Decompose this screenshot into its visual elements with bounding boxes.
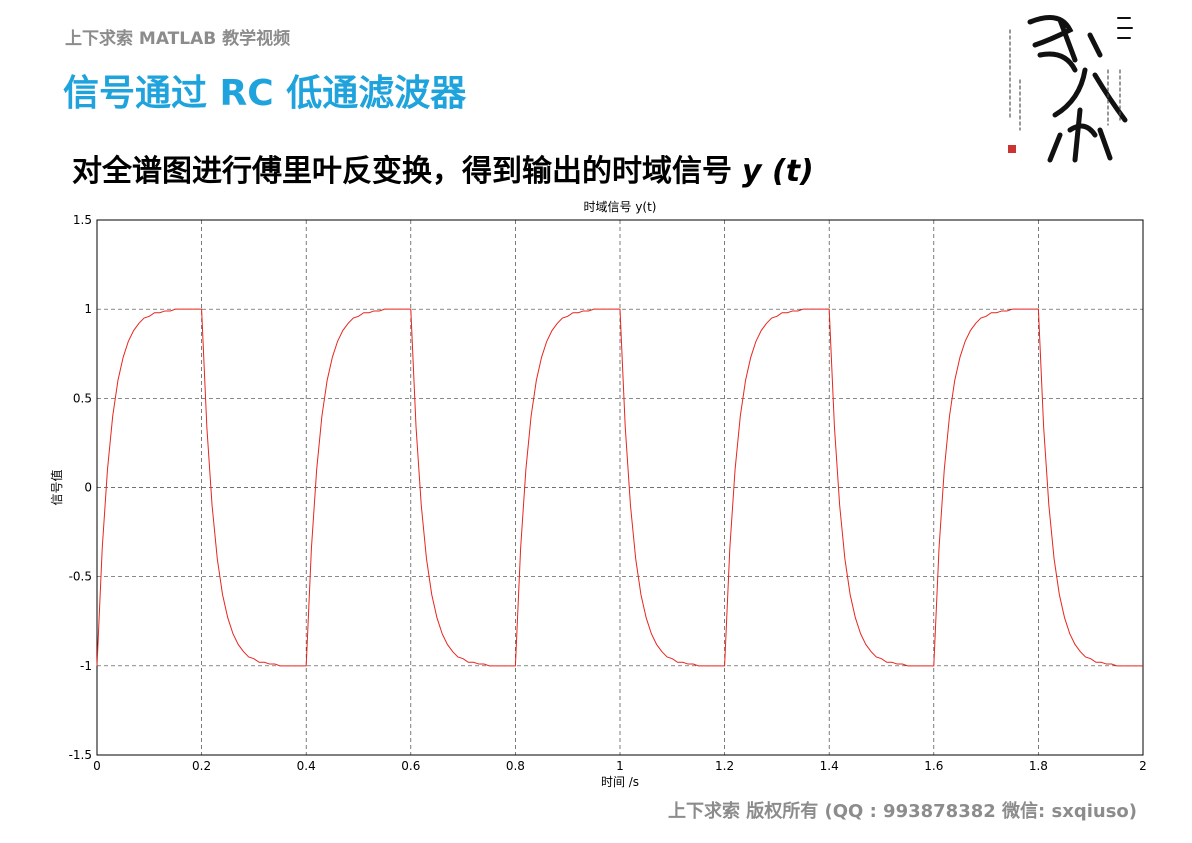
y-tick-label: 0	[84, 481, 92, 495]
y-tick-label: -1.5	[69, 748, 92, 762]
x-tick-label: 0.6	[401, 759, 420, 773]
y-axis-label: 信号值	[49, 469, 64, 505]
axes-box	[96, 219, 1144, 756]
x-tick-label: 0	[93, 759, 101, 773]
y-tick-label: 1.5	[73, 213, 92, 227]
slide-title: 信号通过 RC 低通滤波器	[63, 73, 467, 114]
x-tick-label: 0.8	[506, 759, 525, 773]
x-tick-label: 1.2	[715, 759, 734, 773]
x-tick-label: 1.4	[820, 759, 839, 773]
footer: 上下求索 版权所有 (QQ : 993878382 微信: sxqiuso)	[667, 801, 1137, 822]
chart-title: 时域信号 y(t)	[584, 200, 657, 214]
y-tick-label: 0.5	[73, 391, 92, 405]
x-tick-label: 0.2	[192, 759, 211, 773]
subtitle: 对全谱图进行傅里叶反变换，得到输出的时域信号 y (t)	[72, 146, 814, 190]
y-tick-label: 1	[84, 302, 92, 316]
y-tick-label: -1	[80, 659, 92, 673]
logo	[1008, 15, 1133, 163]
y-tick-label: -0.5	[69, 570, 92, 584]
data-line	[96, 308, 1143, 667]
subtitle-variable: y (t)	[742, 154, 814, 189]
header: 上下求索 MATLAB 教学视频	[65, 29, 291, 49]
x-tick-label: 0.4	[297, 759, 316, 773]
x-tick-label: 1.8	[1029, 759, 1048, 773]
x-tick-label: 1	[616, 759, 624, 773]
x-axis-label: 时间 /s	[601, 775, 639, 789]
x-tick-label: 2	[1139, 759, 1147, 773]
x-tick-label: 1.6	[924, 759, 943, 773]
subtitle-text: 对全谱图进行傅里叶反变换，得到输出的时域信号	[72, 154, 732, 189]
